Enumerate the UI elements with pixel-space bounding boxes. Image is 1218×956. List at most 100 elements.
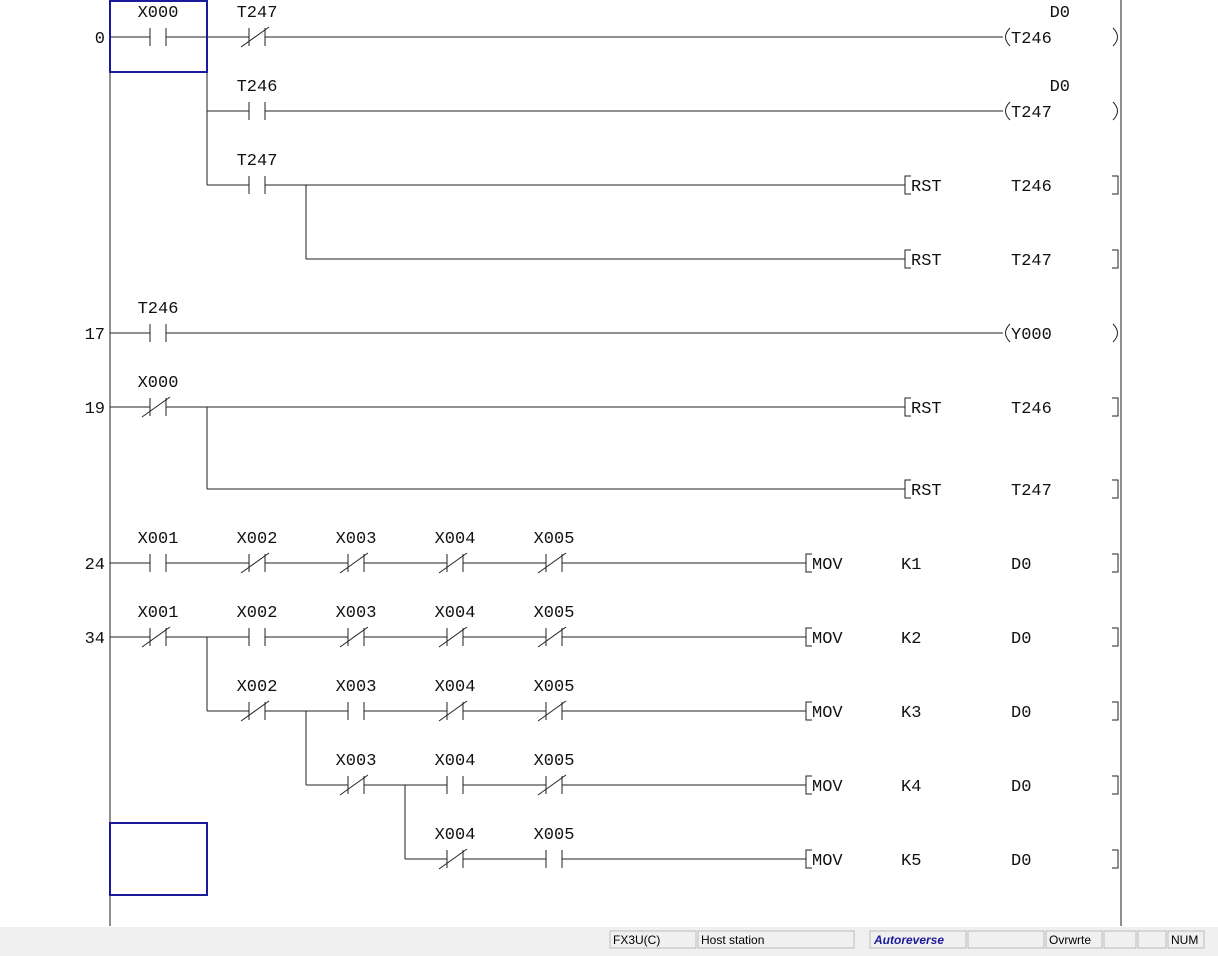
operand: D0	[1011, 778, 1031, 797]
contact-slash	[537, 552, 567, 574]
coil-setting: D0	[1050, 4, 1070, 23]
plc-type: FX3U(C)	[613, 933, 660, 947]
coil-right	[1112, 101, 1118, 121]
bracket-right	[1112, 627, 1119, 647]
contact-label: T247	[237, 152, 278, 171]
contact-label: X004	[435, 752, 476, 771]
contact-slash	[240, 700, 270, 722]
contact-label: X001	[138, 604, 179, 623]
bracket-right	[1112, 479, 1119, 499]
bracket-left	[904, 479, 911, 499]
contact-slash	[339, 774, 369, 796]
bracket-right	[1112, 249, 1119, 269]
coil-device: Y000	[1011, 326, 1052, 345]
instruction: RST	[911, 252, 942, 271]
contact-slash	[438, 552, 468, 574]
bracket-right	[1112, 775, 1119, 795]
instruction: RST	[911, 178, 942, 197]
contact-slash	[240, 26, 270, 48]
bracket-left	[904, 175, 911, 195]
step-number: 17	[85, 326, 105, 345]
status-fields	[609, 930, 1205, 949]
operand: T247	[1011, 482, 1052, 501]
contact-label: X004	[435, 678, 476, 697]
contact-label: X005	[534, 752, 575, 771]
station: Host station	[701, 933, 764, 947]
operand: D0	[1011, 556, 1031, 575]
contact-label: X002	[237, 530, 278, 549]
contact-label: X001	[138, 530, 179, 549]
contact-slash	[438, 626, 468, 648]
contact-label: X003	[336, 604, 377, 623]
bracket-right	[1112, 553, 1119, 573]
contact-slash	[537, 774, 567, 796]
operand: K3	[901, 704, 921, 723]
contact-slash	[240, 552, 270, 574]
operand: T246	[1011, 178, 1052, 197]
contact-label: X003	[336, 530, 377, 549]
contact-slash	[141, 396, 171, 418]
coil-left	[1005, 101, 1011, 121]
contact-slash	[438, 700, 468, 722]
step-number: 24	[85, 556, 105, 575]
bracket-left	[805, 849, 812, 869]
instruction: MOV	[812, 556, 843, 575]
coil-right	[1112, 323, 1118, 343]
operand: T247	[1011, 252, 1052, 271]
operand: T246	[1011, 400, 1052, 419]
bracket-left	[904, 397, 911, 417]
contact-label: X004	[435, 604, 476, 623]
contact-slash	[339, 552, 369, 574]
bracket-right	[1112, 849, 1119, 869]
instruction: MOV	[812, 630, 843, 649]
contact-slash	[537, 626, 567, 648]
bracket-left	[805, 701, 812, 721]
bracket-left	[805, 553, 812, 573]
operand: D0	[1011, 852, 1031, 871]
contact-label: X005	[534, 530, 575, 549]
bracket-left	[805, 775, 812, 795]
contact-label: X003	[336, 678, 377, 697]
contact-label: X004	[435, 826, 476, 845]
bracket-left	[805, 627, 812, 647]
instruction: MOV	[812, 852, 843, 871]
contact-slash	[438, 848, 468, 870]
contact-slash	[537, 700, 567, 722]
cursor-box[interactable]	[109, 822, 208, 896]
bracket-left	[904, 249, 911, 269]
cursor[interactable]	[109, 0, 208, 73]
instruction: MOV	[812, 704, 843, 723]
contact-label: T246	[138, 300, 179, 319]
status-bar	[0, 927, 1218, 956]
contact-label: X004	[435, 530, 476, 549]
contact-label: X005	[534, 604, 575, 623]
contact-label: T247	[237, 4, 278, 23]
coil-left	[1005, 27, 1011, 47]
operand: K1	[901, 556, 921, 575]
bracket-right	[1112, 175, 1119, 195]
operand: K4	[901, 778, 921, 797]
contact-label: X002	[237, 678, 278, 697]
contact-label: T246	[237, 78, 278, 97]
coil-device: T247	[1011, 104, 1052, 123]
coil-device: T246	[1011, 30, 1052, 49]
instruction: RST	[911, 400, 942, 419]
operand: D0	[1011, 704, 1031, 723]
contact-label: X005	[534, 826, 575, 845]
operand: D0	[1011, 630, 1031, 649]
step-number: 34	[85, 630, 105, 649]
bracket-right	[1112, 397, 1119, 417]
step-number: 19	[85, 400, 105, 419]
contact-label: X003	[336, 752, 377, 771]
contact-label: X000	[138, 4, 179, 23]
mode: Autoreverse	[873, 933, 944, 947]
coil-setting: D0	[1050, 78, 1070, 97]
num-lock: NUM	[1171, 933, 1198, 947]
step-number: 0	[95, 30, 105, 49]
coil-left	[1005, 323, 1011, 343]
operand: K2	[901, 630, 921, 649]
operand: K5	[901, 852, 921, 871]
contact-label: X005	[534, 678, 575, 697]
contact-slash	[339, 626, 369, 648]
